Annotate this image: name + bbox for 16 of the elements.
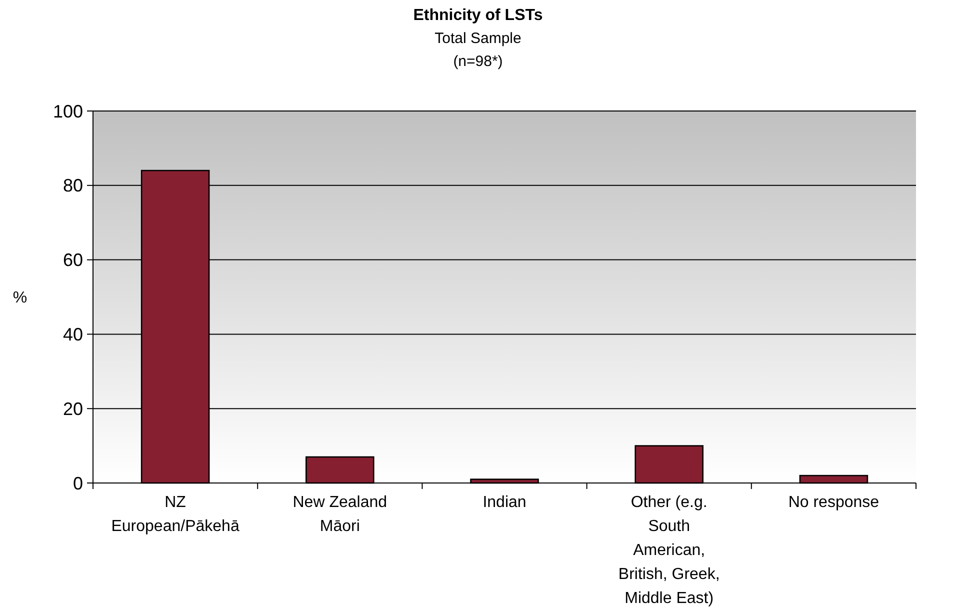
y-tick-label: 20 — [62, 398, 83, 419]
x-tick-label: Other (e.g. South American, British, Greek, Middle East) — [618, 494, 720, 607]
bar — [306, 456, 374, 484]
y-axis-title: % — [12, 290, 28, 307]
y-tick-label: 0 — [72, 473, 83, 494]
chart-subtitle: Total Sample (n=98*) — [434, 30, 522, 70]
y-tick-label: 80 — [62, 176, 83, 196]
x-tick-label: New Zealand Māori — [292, 494, 388, 535]
x-tick-label: NZ European/Pākehā — [111, 494, 240, 535]
y-tick-label: 100 — [52, 101, 83, 122]
chart-title: Ethnicity of LSTs — [413, 7, 543, 24]
y-tick-label: 40 — [62, 324, 83, 344]
x-tick-label: No response — [788, 494, 880, 511]
bar — [634, 445, 704, 484]
x-tick-label: Indian — [482, 494, 526, 511]
y-tick-label: 60 — [62, 250, 83, 270]
